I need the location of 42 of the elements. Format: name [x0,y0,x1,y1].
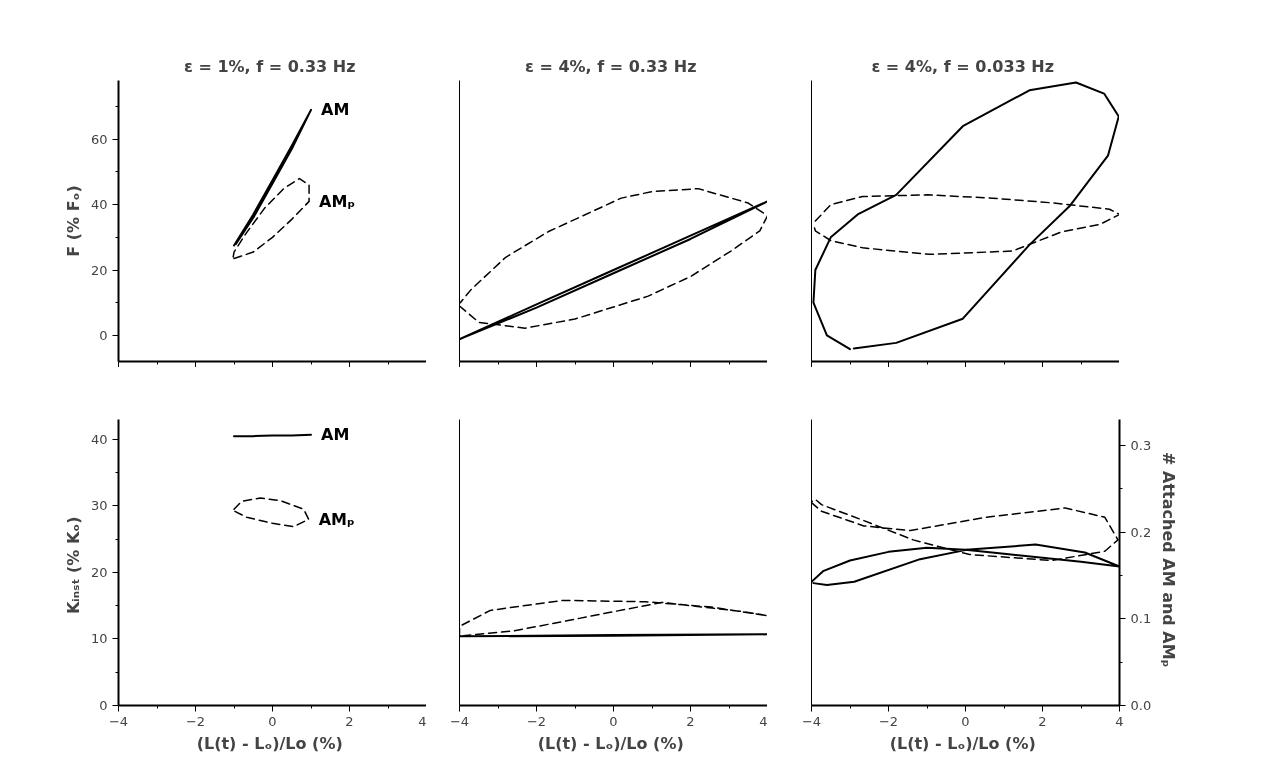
line-series [233,497,310,528]
x-tick-label: 4 [1115,713,1124,729]
y-tick-label: 20 [90,564,108,580]
y-tick-label: 10 [90,631,108,647]
x-tick-label: 0 [609,713,618,729]
x-axis-title: (L(t) - Lₒ)/Lo (%) [196,733,343,753]
y-axis-title: Kᵢₙₛₜ (% Kₒ) [63,516,83,615]
x-tick-label: −4 [801,713,822,729]
x-tick-label: 0 [961,713,970,729]
y-tick-label: 30 [90,498,108,514]
x-tick-label: −4 [449,713,470,729]
x-tick-label: −2 [526,713,547,729]
x-tick-label: 2 [345,713,354,729]
y-tick-label: 20 [90,262,108,278]
x-tick-label: 0 [268,713,277,729]
series-label: AMₚ [318,509,355,529]
text: 0.2 [1130,524,1152,540]
chart-title: ε = 4%, f = 0.033 Hz [871,56,1055,76]
x-tick-label: −2 [878,713,899,729]
x-tick-label: −4 [108,713,129,729]
x-axis-title: (L(t) - Lₒ)/Lo (%) [537,733,684,753]
chart-title: ε = 1%, f = 0.33 Hz [183,56,356,76]
y-tick-label: 40 [90,431,108,447]
x-tick-label: −2 [185,713,206,729]
y-tick-label: 0 [99,327,108,343]
y-tick-label: 60 [90,131,108,147]
x-tick-label: 4 [759,713,768,729]
x-tick-label: 2 [1038,713,1047,729]
x-axis-title: (L(t) - Lₒ)/Lo (%) [889,733,1036,753]
text: 0.1 [1130,611,1152,627]
y-axis-title: F (% Fₒ) [63,185,83,257]
y-tick-label: 40 [90,197,108,213]
series-label: AM [321,100,350,120]
chart-title: ε = 4%, f = 0.33 Hz [524,56,697,76]
text: 0.0 [1130,698,1152,713]
series-label: AM [321,425,350,445]
y-tick-label: 0 [99,698,108,713]
series-label: AMₚ [319,191,356,211]
text: 0.3 [1130,438,1152,453]
x-tick-label: 4 [418,713,427,729]
y2-axis-title: # Attached AM and AMₚ [1159,452,1179,668]
x-tick-label: 2 [686,713,695,729]
